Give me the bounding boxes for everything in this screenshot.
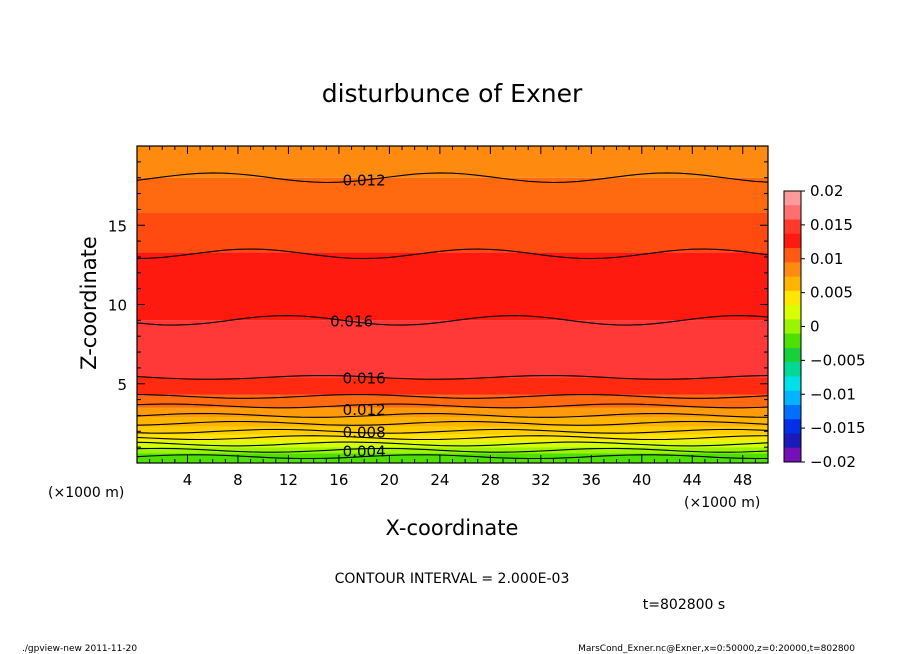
time-label: t=802800 s [643, 597, 725, 613]
colorbar-swatch [784, 390, 801, 406]
contour-line-1 [136, 447, 769, 453]
contour-label-4: 0.008 [343, 423, 386, 441]
x-tick-label: 8 [233, 471, 243, 489]
colorbar-swatch [784, 419, 801, 434]
contour-label-1: 0.016 [330, 312, 373, 330]
field-band-12 [137, 177, 768, 213]
x-tick-label: 44 [683, 471, 702, 489]
x-unit-label: (×1000 m) [684, 495, 760, 511]
x-tick-label: 20 [380, 471, 399, 489]
contour-label-2: 0.016 [343, 369, 386, 387]
y-tick-label: 5 [117, 376, 127, 394]
footer-left: ./gpview-new 2011-11-20 [22, 644, 137, 654]
colorbar-swatch [784, 433, 801, 449]
colorbar-swatch [784, 305, 801, 320]
contour-label-5: 0.004 [343, 442, 386, 460]
colorbar-swatch [784, 205, 801, 221]
x-tick-label: 28 [481, 471, 500, 489]
y-tick-label: 15 [108, 217, 127, 235]
field-band-8 [137, 377, 768, 395]
contour-line-3 [136, 435, 769, 441]
contour-line-0 [136, 454, 768, 460]
colorbar-swatch [784, 404, 801, 420]
contour-lines [136, 172, 769, 460]
colorbar-tick-label: 0.005 [810, 284, 853, 302]
colorbar-tick-label: −0.015 [810, 419, 866, 437]
colorbar-swatch [784, 347, 801, 363]
colorbar-swatch [784, 276, 801, 292]
y-unit-label: (×1000 m) [48, 485, 124, 501]
x-tick-label: 40 [632, 471, 651, 489]
colorbar-tick-label: 0.015 [810, 216, 853, 234]
field-band-11 [137, 212, 768, 253]
x-axis-label: X-coordinate [386, 516, 519, 540]
contour-line-4 [136, 428, 769, 434]
contour-label-3: 0.012 [343, 401, 386, 419]
contour-line-9 [136, 374, 769, 380]
colorbar-tick-label: −0.01 [810, 385, 856, 403]
chart-title: disturbunce of Exner [322, 79, 583, 108]
x-tick-label: 4 [183, 471, 193, 489]
contour-line-8 [136, 393, 769, 399]
colorbar-swatch [784, 233, 801, 249]
colorbar-swatch [784, 290, 801, 306]
contour-line-6 [136, 413, 769, 418]
field-band-10 [137, 252, 768, 321]
colorbar-swatch [784, 191, 801, 206]
x-tick-label: 16 [329, 471, 348, 489]
field-band-6 [137, 407, 768, 418]
x-tick-label: 36 [582, 471, 601, 489]
colorbar-swatch [784, 447, 801, 463]
x-tick-label: 48 [733, 471, 752, 489]
contour-line-2 [136, 441, 769, 447]
colorbar-swatch [784, 333, 801, 349]
field-band-3 [137, 434, 768, 441]
contour-line-11 [136, 248, 769, 260]
colorbar: 0.02 0.015 0.01 0.005 0 −0.005 −0.01 −0.015 −0.0… [783, 182, 866, 471]
field-band-1 [137, 447, 768, 454]
colorbar-swatch [784, 262, 801, 278]
contour-line-12 [136, 172, 769, 184]
field-band-9 [137, 320, 768, 378]
colorbar-swatch [784, 219, 801, 235]
plot-area [137, 146, 768, 463]
colorbar-swatch [784, 376, 801, 392]
contour-interval: CONTOUR INTERVAL = 2.000E-03 [335, 571, 570, 587]
x-tick-label: 32 [531, 471, 550, 489]
colorbar-tick-label: 0 [810, 318, 820, 336]
y-axis-label: Z-coordinate [77, 236, 101, 370]
field-band-2 [137, 440, 768, 448]
field-band-13 [137, 146, 768, 178]
contour-line-10 [136, 315, 769, 326]
colorbar-tick-label: −0.02 [810, 453, 856, 471]
x-tick-label: 24 [430, 471, 449, 489]
colorbar-tick-label: 0.01 [810, 250, 843, 268]
colorbar-swatch [784, 248, 801, 263]
colorbar-tick-label: −0.005 [810, 351, 866, 369]
footer-right: MarsCond_Exner.nc@Exner,x=0:50000,z=0:20… [578, 644, 855, 654]
x-tick-label: 12 [279, 471, 298, 489]
contour-line-5 [136, 420, 769, 426]
colorbar-tick-label: 0.02 [810, 182, 843, 200]
colorbar-swatch [784, 319, 801, 335]
contour-label-0: 0.012 [343, 171, 386, 189]
colorbar-swatch [784, 362, 801, 377]
field-band-0 [137, 453, 768, 463]
y-tick-label: 10 [108, 297, 127, 315]
contour-line-7 [136, 403, 769, 409]
